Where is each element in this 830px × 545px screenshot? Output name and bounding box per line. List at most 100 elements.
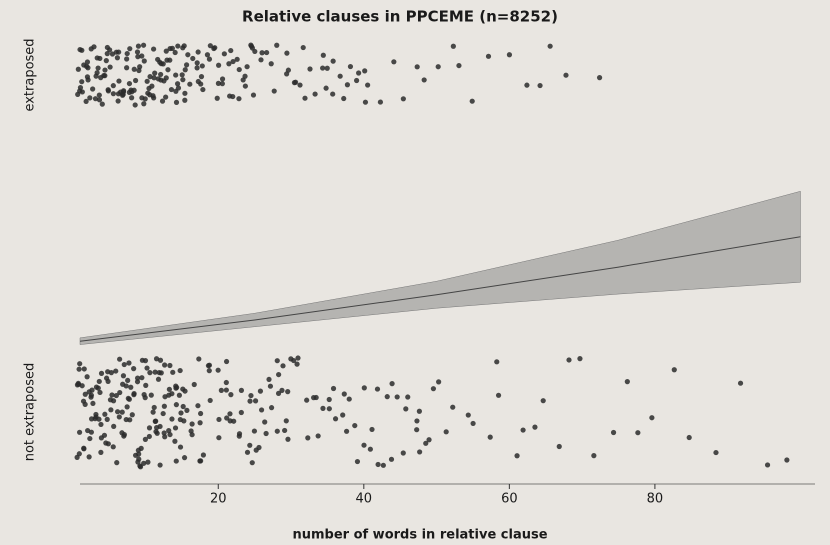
data-point xyxy=(95,65,101,71)
data-point xyxy=(352,422,358,429)
data-point xyxy=(177,367,183,374)
data-point xyxy=(169,416,175,422)
data-point xyxy=(361,385,367,391)
data-point xyxy=(79,89,85,95)
data-point xyxy=(204,52,211,58)
data-point xyxy=(117,389,123,396)
y-category-label: extraposed xyxy=(23,38,38,111)
data-point xyxy=(247,442,253,448)
data-point xyxy=(116,414,122,420)
data-point xyxy=(784,457,790,463)
data-point xyxy=(82,391,88,397)
data-point xyxy=(524,82,530,88)
data-point xyxy=(175,43,181,49)
data-point xyxy=(223,379,229,386)
data-point xyxy=(236,431,243,437)
data-point xyxy=(116,49,122,55)
data-point xyxy=(147,74,153,80)
data-point xyxy=(635,430,641,436)
data-point xyxy=(178,410,184,416)
data-point xyxy=(206,56,213,62)
data-point xyxy=(166,428,172,434)
data-point xyxy=(146,433,152,440)
data-point xyxy=(108,407,114,413)
data-point xyxy=(151,46,157,52)
data-point xyxy=(341,391,347,397)
data-point xyxy=(540,398,546,404)
data-point xyxy=(305,435,311,441)
data-point xyxy=(98,449,104,455)
data-point xyxy=(129,95,135,101)
data-point xyxy=(216,62,222,68)
data-point xyxy=(226,61,232,67)
data-point xyxy=(414,427,420,433)
data-point xyxy=(227,411,233,417)
data-point xyxy=(75,66,81,72)
data-point xyxy=(295,355,301,361)
data-point xyxy=(155,376,162,382)
data-point xyxy=(465,412,471,418)
data-point xyxy=(170,369,176,375)
data-point xyxy=(330,385,337,392)
data-point xyxy=(263,430,269,437)
chart-title: Relative clauses in PPCEME (n=8252) xyxy=(242,8,558,26)
data-point xyxy=(469,98,475,104)
data-point xyxy=(105,88,112,94)
data-point xyxy=(162,434,168,440)
data-point xyxy=(250,92,257,98)
data-point xyxy=(346,396,352,402)
data-point xyxy=(313,394,319,401)
data-point xyxy=(344,82,351,88)
data-point xyxy=(216,416,222,423)
data-point xyxy=(139,375,145,381)
data-point xyxy=(188,428,194,434)
fit-line xyxy=(79,236,801,342)
data-point xyxy=(87,95,93,101)
data-point xyxy=(173,458,179,464)
data-point xyxy=(169,45,175,51)
data-point xyxy=(142,436,148,442)
data-point xyxy=(88,429,94,435)
data-point xyxy=(125,377,131,384)
data-point xyxy=(159,98,166,104)
data-point xyxy=(189,421,195,427)
data-point xyxy=(405,394,411,400)
data-point xyxy=(90,86,96,92)
data-point xyxy=(257,388,264,394)
data-point xyxy=(764,462,771,468)
data-point xyxy=(274,428,280,434)
data-point xyxy=(236,96,242,102)
data-point xyxy=(135,54,141,60)
data-point xyxy=(120,373,127,379)
data-point xyxy=(244,449,251,455)
data-point xyxy=(356,70,362,76)
data-point xyxy=(219,76,226,82)
data-point xyxy=(450,43,456,49)
data-point xyxy=(362,99,369,105)
data-point xyxy=(282,427,288,434)
data-point xyxy=(76,429,83,435)
data-point xyxy=(121,432,127,438)
data-point xyxy=(104,416,110,422)
data-point xyxy=(154,430,160,436)
data-point xyxy=(166,386,172,392)
data-point xyxy=(275,390,282,397)
data-point xyxy=(215,80,222,86)
data-point xyxy=(167,431,173,438)
data-point xyxy=(167,362,173,369)
data-point xyxy=(113,368,119,374)
data-point xyxy=(285,67,291,73)
data-point xyxy=(96,378,102,385)
data-point xyxy=(89,387,95,393)
data-point xyxy=(251,428,258,434)
data-point xyxy=(228,47,234,54)
data-point xyxy=(456,62,462,69)
data-point xyxy=(242,83,248,89)
y-category-label: not extraposed xyxy=(23,363,38,462)
data-point xyxy=(144,78,150,84)
data-point xyxy=(341,95,347,102)
data-point xyxy=(174,81,181,87)
data-point xyxy=(88,392,95,398)
data-point xyxy=(207,43,213,49)
data-point xyxy=(87,435,93,442)
